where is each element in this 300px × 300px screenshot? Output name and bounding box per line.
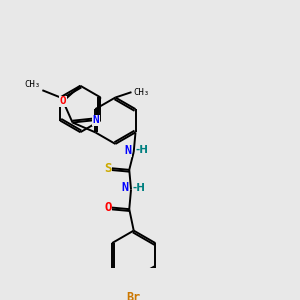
Text: Br: Br [127,291,141,300]
Text: N: N [92,115,99,125]
Text: S: S [104,162,112,175]
Text: O: O [60,96,66,106]
Text: O: O [104,201,112,214]
Text: CH₃: CH₃ [133,88,149,97]
Text: CH₃: CH₃ [24,80,40,89]
Text: N: N [121,181,128,194]
Text: -H: -H [136,145,148,155]
Text: N: N [124,144,131,157]
Text: -H: -H [133,183,146,193]
